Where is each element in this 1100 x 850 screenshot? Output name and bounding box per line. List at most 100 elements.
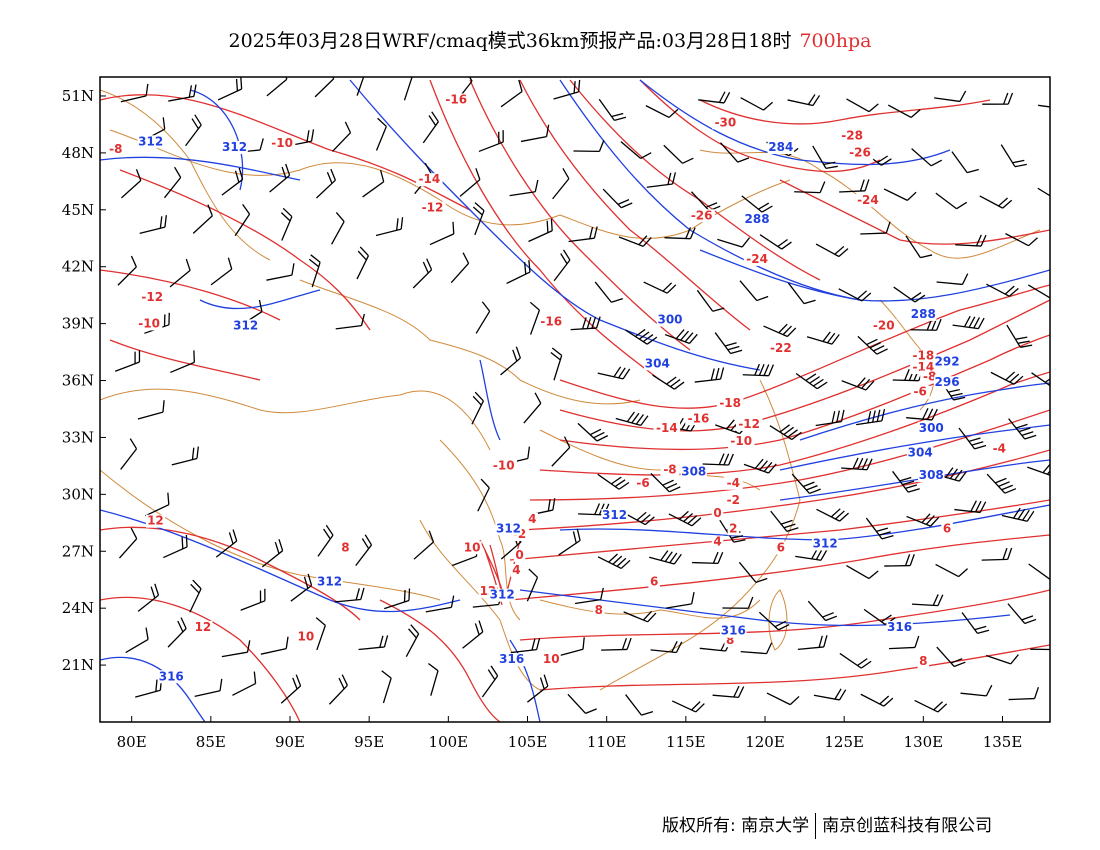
wind-barb (717, 237, 751, 248)
contour-label: -18 (912, 349, 934, 363)
lat-tick-label: 39N (62, 315, 94, 333)
wind-barb (163, 166, 182, 199)
contour-label-bg (268, 137, 296, 151)
wind-barb (529, 301, 541, 335)
contour-label: -30 (715, 115, 737, 129)
wind-barb (597, 366, 631, 380)
wind-barb (787, 94, 821, 107)
wind-barb (598, 98, 627, 121)
wind-barb (815, 409, 845, 427)
wind-barb (663, 144, 694, 164)
wind-barb (481, 665, 499, 698)
contour-label: -8 (109, 142, 122, 156)
wind-barb (210, 257, 233, 286)
wind-barb (816, 508, 849, 522)
wind-barb (892, 470, 920, 493)
wind-barb (739, 280, 769, 302)
wind-barb (167, 617, 187, 648)
border-north-east (699, 149, 1041, 259)
wind-barb (813, 688, 847, 701)
border-himalaya (100, 469, 441, 601)
contour-label-bg (498, 653, 525, 667)
contour-label: 316 (721, 624, 746, 638)
contour-label-bg (743, 213, 771, 227)
wind-barb (646, 172, 677, 188)
wind-barb (1028, 563, 1050, 580)
contour-label: -2 (727, 493, 740, 507)
lon-tick-label: 135E (983, 733, 1023, 751)
contour-label-bg (232, 319, 259, 333)
contour-label-bg (685, 412, 712, 426)
wind-barb (769, 424, 802, 441)
wind-barb (602, 188, 633, 209)
wind-barb (260, 636, 289, 655)
wind-barb (906, 408, 938, 421)
contour-label: 304 (908, 445, 933, 459)
wind-barb (911, 594, 944, 607)
wind-barb (335, 313, 365, 330)
contour-label-bg (443, 93, 470, 107)
wind-barb (331, 212, 345, 245)
wind-barb (221, 640, 251, 658)
wind-barb (573, 140, 605, 153)
contour-label-bg (910, 307, 937, 321)
wind-barb (758, 611, 790, 631)
wind-barb (740, 642, 773, 655)
contour-label: 292 (935, 354, 960, 368)
wind-barb (652, 374, 685, 390)
wind-barb (893, 286, 926, 303)
wind-barb (625, 328, 658, 345)
contour-label: 312 (602, 508, 627, 522)
contour-label-bg (660, 463, 680, 477)
wind-barb (791, 473, 821, 495)
contour-label: 312 (813, 536, 838, 550)
wind-barb (597, 473, 630, 490)
wind-barb (615, 411, 649, 427)
contour-label-bg (462, 541, 482, 555)
contour-label-bg (510, 564, 523, 578)
contour-label-bg (910, 385, 930, 399)
wind-barb (577, 422, 609, 442)
wind-barb (741, 195, 773, 213)
wind-barb (459, 168, 481, 197)
contour-label: 312 (496, 521, 521, 535)
contour-label-bg (910, 349, 937, 363)
wind-barb (759, 234, 792, 250)
wind-barb (698, 91, 731, 104)
wind-barb (558, 528, 581, 556)
wind-barb (905, 235, 933, 259)
wind-barb (664, 329, 698, 345)
contour-label: 316 (159, 669, 184, 683)
wind-barb (234, 204, 251, 237)
wind-barb (594, 281, 623, 303)
contour-label: -10 (730, 434, 752, 448)
contour-label-bg (775, 541, 787, 555)
wind-barb (839, 179, 870, 193)
wind-barb (425, 595, 455, 613)
wind-barb (120, 83, 149, 103)
wind-barb (506, 260, 531, 285)
wind-barb (857, 335, 888, 355)
wind-barb (1031, 372, 1050, 387)
contour-label: 312 (233, 318, 258, 332)
contour-label-bg (416, 173, 443, 187)
lat-tick-label: 42N (62, 258, 94, 276)
wind-barb (665, 591, 695, 609)
wind-barb (567, 693, 597, 714)
wind-barb (795, 372, 828, 390)
wind-barb (743, 458, 777, 474)
wind-barb (645, 105, 679, 119)
contour-label-bg (139, 290, 166, 304)
lon-tick-label: 125E (824, 733, 864, 751)
contour-label: 316 (499, 652, 524, 666)
wind-barb (171, 446, 199, 466)
contour-label-bg (137, 135, 164, 149)
contour-label: 8 (341, 540, 349, 554)
wind-barb (520, 124, 550, 143)
contour-label-bg (886, 620, 913, 634)
wind-barb (528, 218, 553, 243)
contour-label-bg (513, 548, 526, 562)
title-main: 2025年03月28日WRF/cmaq模式36km预报产品:03月28日18时 (228, 30, 792, 52)
lat-tick-label: 36N (62, 372, 94, 390)
